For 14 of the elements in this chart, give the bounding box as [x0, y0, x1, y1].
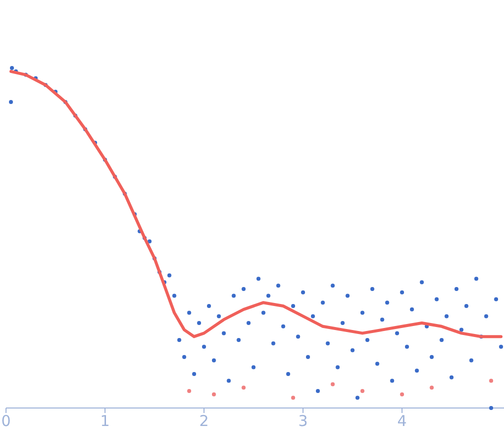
- x-tick-label: 2: [199, 412, 209, 430]
- x-tick-label: 0: [1, 412, 11, 430]
- point: [360, 389, 364, 393]
- point: [242, 386, 246, 390]
- point: [400, 392, 404, 396]
- x-tick-label: 4: [397, 412, 407, 430]
- point: [187, 389, 192, 393]
- x-tick-label: 3: [298, 412, 308, 430]
- x-tick-label: 1: [100, 412, 110, 430]
- point: [330, 382, 335, 386]
- point: [430, 386, 434, 390]
- point: [489, 378, 494, 383]
- point: [212, 392, 216, 396]
- point: [291, 396, 296, 400]
